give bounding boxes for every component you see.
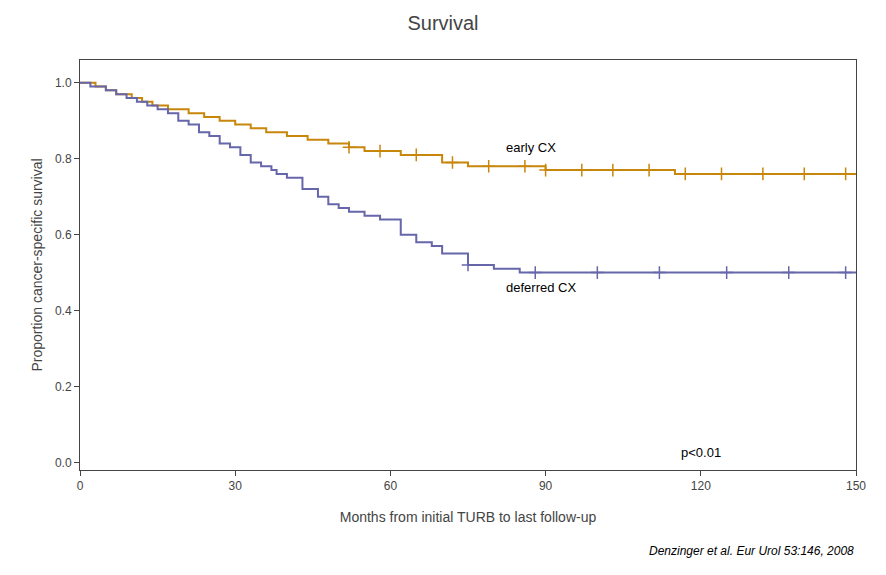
svg-text:0.4: 0.4: [55, 304, 72, 318]
svg-text:Denzinger et al. Eur Urol 53:1: Denzinger et al. Eur Urol 53:146, 2008: [649, 544, 854, 558]
svg-text:60: 60: [384, 479, 398, 493]
svg-text:0.8: 0.8: [55, 152, 72, 166]
svg-text:30: 30: [229, 479, 243, 493]
svg-text:Proportion cancer-specific sur: Proportion cancer-specific survival: [29, 158, 45, 371]
svg-text:150: 150: [846, 479, 866, 493]
svg-text:deferred CX: deferred CX: [506, 280, 576, 295]
svg-text:120: 120: [691, 479, 711, 493]
svg-text:Months from initial TURB to la: Months from initial TURB to last follow-…: [340, 509, 597, 525]
svg-text:0: 0: [77, 479, 84, 493]
svg-text:0.2: 0.2: [55, 380, 72, 394]
svg-text:0.0: 0.0: [55, 456, 72, 470]
svg-text:1.0: 1.0: [55, 76, 72, 90]
svg-text:90: 90: [539, 479, 553, 493]
svg-text:0.6: 0.6: [55, 228, 72, 242]
svg-text:Survival: Survival: [407, 12, 478, 34]
svg-text:early CX: early CX: [506, 140, 556, 155]
svg-text:p<0.01: p<0.01: [681, 445, 721, 460]
